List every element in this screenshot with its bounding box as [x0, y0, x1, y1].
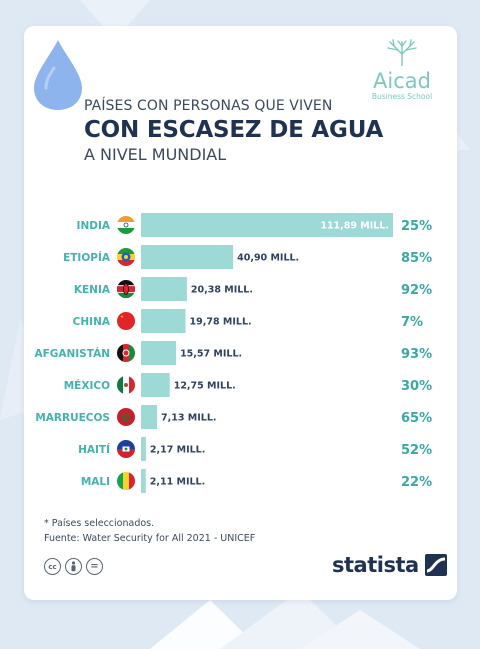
country-label: MÉXICO — [64, 379, 110, 392]
country-label: INDIA — [77, 220, 111, 232]
logo-subtitle: Business School — [371, 92, 433, 101]
statista-mark-icon — [424, 554, 447, 576]
percentage-label: 25% — [401, 219, 432, 234]
china-flag — [117, 312, 135, 330]
value-label: 19,78 MILL. — [190, 317, 252, 328]
footnote: * Países seleccionados. — [44, 518, 155, 529]
bar-8 — [141, 469, 146, 493]
percentage-label: 52% — [401, 443, 432, 458]
value-label: 2,11 MILL. — [150, 477, 205, 488]
afghanistan-flag — [117, 344, 135, 362]
title-block: PAÍSES CON PERSONAS QUE VIVEN CON ESCASE… — [84, 98, 383, 164]
no-derivatives-icon: = — [86, 558, 103, 575]
bar-6 — [141, 405, 158, 429]
logo-name: Aicad — [373, 69, 431, 93]
bar-4 — [141, 341, 177, 365]
percentage-label: 30% — [401, 379, 432, 394]
mali-flag — [117, 472, 135, 490]
water-drop-icon — [34, 40, 82, 110]
haiti-flag — [117, 440, 135, 458]
footer-notes: * Países seleccionados. Fuente: Water Se… — [44, 516, 255, 546]
value-label: 2,17 MILL. — [150, 445, 205, 456]
ethiopia-flag — [117, 248, 135, 266]
aicad-logo: Aicad Business School — [362, 38, 442, 101]
title-line-1: PAÍSES CON PERSONAS QUE VIVEN — [84, 98, 333, 114]
value-label: 7,13 MILL. — [161, 413, 216, 424]
percentage-label: 22% — [401, 475, 432, 490]
country-label: AFGANISTÁN — [34, 347, 110, 360]
bar-3 — [141, 309, 186, 333]
value-label: 111,89 MILL. — [320, 221, 389, 232]
percentage-label: 85% — [401, 251, 432, 266]
country-label: CHINA — [73, 316, 111, 328]
bar-0 — [141, 213, 393, 237]
kenya-flag — [117, 280, 135, 298]
value-label: 15,57 MILL. — [180, 349, 242, 360]
percentage-label: 7% — [401, 315, 423, 330]
title-line-2: CON ESCASEZ DE AGUA — [84, 117, 384, 143]
country-label: MALI — [81, 476, 110, 488]
india-flag — [117, 216, 135, 234]
tree-icon — [387, 39, 417, 67]
country-label: MARRUECOS — [35, 412, 110, 424]
country-label: HAITÍ — [78, 443, 110, 456]
infographic-card — [24, 26, 457, 600]
morocco-flag — [117, 408, 135, 426]
title-line-3: A NIVEL MUNDIAL — [84, 145, 227, 164]
attribution-icon — [65, 558, 82, 575]
license-icons: cc = — [44, 558, 103, 575]
source-text: Fuente: Water Security for All 2021 - UN… — [44, 533, 256, 544]
cc-icon: cc — [44, 558, 61, 575]
brand-name: statista — [332, 553, 419, 577]
bar-7 — [141, 437, 146, 461]
percentage-label: 65% — [401, 411, 432, 426]
value-label: 20,38 MILL. — [191, 285, 253, 296]
country-label: ETIOPÍA — [63, 251, 111, 264]
bar-5 — [141, 373, 170, 397]
percentage-label: 92% — [401, 283, 432, 298]
bar-1 — [141, 245, 234, 269]
bar-2 — [141, 277, 187, 301]
country-label: KENIA — [74, 284, 111, 296]
percentage-label: 93% — [401, 347, 432, 362]
value-label: 40,90 MILL. — [237, 253, 299, 264]
mexico-flag — [117, 376, 135, 394]
value-label: 12,75 MILL. — [174, 381, 236, 392]
statista-logo: statista — [332, 553, 447, 577]
